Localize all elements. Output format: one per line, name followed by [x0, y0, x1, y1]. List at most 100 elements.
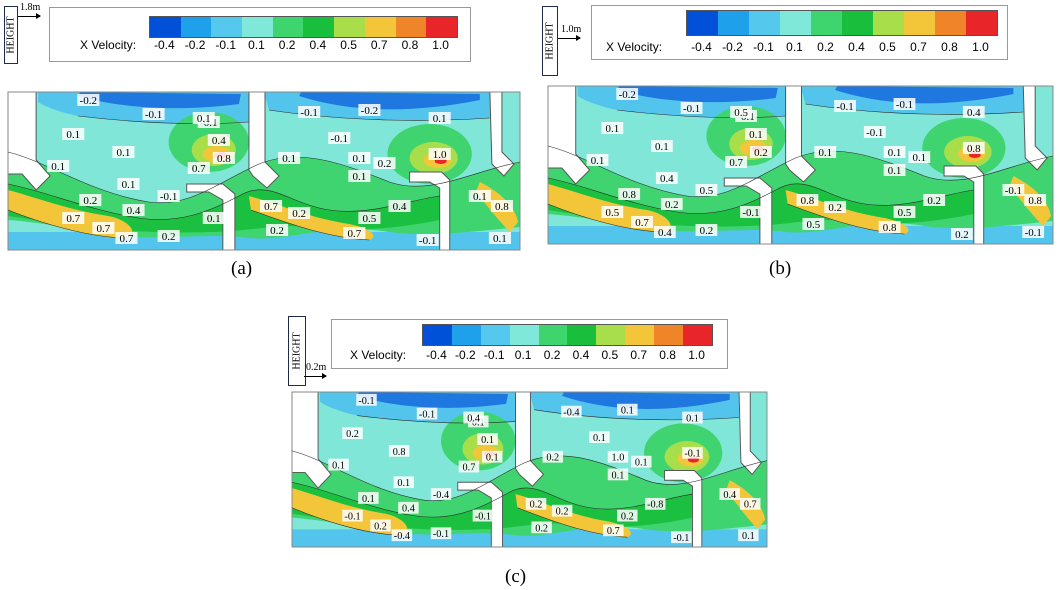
contour-value-label: 0.4 [467, 413, 481, 424]
contour-value-label: 0.2 [546, 452, 559, 463]
label-background [358, 492, 379, 504]
legend-tick: 0.4 [848, 40, 865, 54]
label-background [923, 194, 946, 206]
legend-label: X Velocity: [350, 348, 407, 362]
label-background [472, 509, 494, 522]
contour-value-label: 0.4 [660, 173, 674, 185]
contour-value-label: 0.1 [397, 478, 410, 489]
label-background [695, 224, 718, 236]
contour-value-label: 0.1 [742, 531, 755, 542]
label-background [266, 224, 289, 236]
contour-value-label: -0.2 [361, 105, 378, 117]
label-background [739, 497, 761, 510]
contour-value-label: 0.1 [352, 153, 366, 165]
contour-value-label: -0.2 [80, 95, 97, 107]
label-background [542, 450, 564, 463]
legend-tick: -0.4 [426, 348, 447, 362]
label-background [122, 204, 145, 216]
contour-value-label: 0.2 [162, 231, 176, 243]
caption: (b) [769, 258, 792, 279]
contour-line [291, 481, 693, 518]
legend-tick: 0.8 [659, 348, 676, 362]
label-background [202, 212, 225, 224]
label-background [490, 200, 513, 212]
contour-line [547, 203, 667, 233]
contour-value-label: 0.7 [744, 500, 757, 511]
color-legend: X Velocity: -0.4 -0.2 -0.1 0.1 0.2 0.4 0.5 0.7 0… [591, 5, 1008, 60]
legend-swatch [480, 325, 510, 345]
contour-value-label: -0.1 [896, 99, 913, 111]
contour-value-label: 0.7 [635, 217, 649, 229]
recirculation-core [299, 92, 480, 110]
contour-value-label: -0.4 [394, 531, 411, 542]
label-background [62, 128, 85, 140]
velocity-contour-plot: -0.2-0.10.1-0.10.50.10.20.70.10.10.40.80… [547, 85, 1054, 245]
label-background [834, 100, 856, 112]
label-background [802, 218, 825, 230]
contour-value-label: 0.1 [749, 129, 763, 141]
contour-value-label: 0.5 [363, 213, 377, 225]
legend-tick: 0.8 [941, 40, 958, 54]
contour-value-label: 0.2 [83, 195, 97, 207]
legend-tick: 0.7 [910, 40, 927, 54]
contour-value-label: 0.1 [913, 152, 927, 164]
contour-value-label: -0.8 [647, 500, 663, 511]
contour-value-label: 0.2 [292, 208, 306, 220]
contour-value-label: 0.8 [217, 153, 231, 165]
legend-tick: -0.1 [483, 348, 505, 362]
label-background [47, 160, 70, 172]
contour-value-label: 0.1 [486, 452, 499, 463]
contour-value-label: 0.1 [606, 123, 620, 135]
caption: (a) [231, 258, 253, 279]
contour-value-label: 0.7 [463, 462, 476, 473]
contour-value-label: 0.5 [700, 185, 714, 197]
contour-value-label: 0.2 [535, 523, 548, 534]
legend-swatch [364, 17, 396, 37]
recirculation-core [617, 86, 778, 103]
label-background [616, 88, 639, 100]
label-background [962, 142, 985, 154]
contour-line [547, 145, 1054, 198]
contour-value-label: -0.1 [866, 127, 883, 139]
legend-tick: -0.4 [691, 40, 712, 54]
contour-value-label: 0.2 [700, 225, 714, 237]
contour-value-label: 0.1 [593, 433, 606, 444]
label-background [430, 488, 452, 500]
height-indicator: HEIGHT [288, 316, 306, 386]
label-background [603, 524, 624, 537]
contour-value-label: -0.1 [673, 533, 689, 544]
legend-swatch [683, 325, 712, 345]
contour-value-label: -0.1 [145, 109, 162, 121]
label-background [617, 509, 638, 522]
label-background [298, 106, 321, 118]
label-background [342, 509, 363, 522]
legend-swatch [873, 11, 904, 35]
legend-tick: 0.7 [370, 38, 388, 52]
label-background [388, 200, 411, 212]
baffle-wall [291, 391, 332, 489]
label-background [551, 504, 573, 517]
recirculation-core [835, 86, 1014, 104]
contour-value-label: -0.1 [160, 191, 177, 203]
legend-swatch [211, 17, 243, 37]
label-background [824, 201, 847, 213]
contour-line [547, 177, 974, 214]
label-background [750, 146, 772, 158]
contour-value-label: 0.8 [801, 195, 815, 207]
contour-line [357, 415, 516, 424]
legend-tick: 0.4 [572, 348, 590, 362]
legend-tick: 1.0 [688, 348, 705, 362]
panel-b: HEIGHT 1.0m X Velocity: -0.4 -0.2 -0.1 0.1 0… [530, 0, 1059, 290]
baffle-wall [785, 85, 817, 183]
label-background [962, 106, 985, 118]
contour-value-label: 0.5 [606, 207, 620, 219]
height-text: HEIGHT [544, 22, 556, 60]
contour-value-label: 0.4 [127, 205, 141, 217]
flow-field: -0.2-0.10.1-0.10.50.10.20.70.10.10.40.80… [547, 85, 1054, 245]
contour-value-label: 0.1 [117, 147, 131, 159]
label-background [631, 455, 652, 468]
label-background [115, 232, 138, 244]
label-background [725, 156, 748, 168]
contour-value-label: 0.1 [655, 141, 669, 153]
legend-tick: -0.2 [184, 38, 206, 52]
